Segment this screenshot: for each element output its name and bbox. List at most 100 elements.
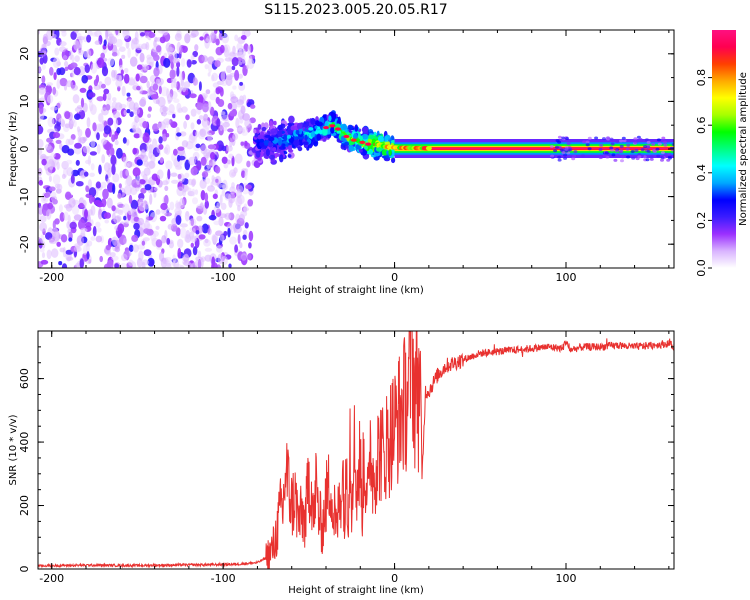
heatmap-cell	[65, 80, 73, 88]
heatmap-cell	[190, 109, 197, 115]
heatmap-cell	[177, 210, 183, 215]
heatmap-layer	[38, 30, 674, 268]
heatmap-cell	[336, 130, 341, 134]
heatmap-cell	[640, 148, 645, 152]
heatmap-cell	[222, 121, 230, 128]
heatmap-cell	[141, 259, 150, 266]
heatmap-cell	[86, 34, 92, 43]
heatmap-cell	[217, 183, 223, 188]
heatmap-cell	[331, 112, 337, 120]
heatmap-cell	[239, 95, 244, 103]
heatmap-cell	[561, 151, 566, 155]
heatmap-cell	[126, 98, 134, 109]
heatmap-cell	[155, 78, 160, 86]
heatmap-cell	[97, 208, 103, 220]
heatmap-cell	[181, 82, 187, 93]
colorbar-label: Normalized spectral amplitude	[738, 72, 749, 226]
heatmap-cell	[240, 35, 247, 40]
heatmap-cell	[161, 180, 169, 186]
heatmap-cell	[229, 236, 237, 245]
heatmap-cell	[185, 114, 190, 121]
heatmap-cell	[141, 223, 146, 230]
heatmap-cell	[174, 33, 182, 42]
heatmap-cell	[217, 99, 225, 107]
heatmap-cell	[243, 30, 251, 37]
heatmap-cell	[215, 245, 223, 253]
heatmap-cell	[619, 144, 624, 148]
heatmap-cell	[585, 143, 590, 147]
heatmap-cell	[204, 192, 209, 203]
heatmap-cell	[244, 118, 252, 128]
heatmap-cell	[40, 96, 45, 101]
colorbar-tick-label: 0.8	[695, 69, 708, 87]
heatmap-cell	[663, 140, 667, 144]
heatmap-cell	[138, 250, 144, 261]
heatmap-cell	[110, 154, 117, 166]
heatmap-cell	[111, 51, 118, 57]
heatmap-cell	[625, 147, 630, 151]
heatmap-cell	[130, 199, 139, 210]
heatmap-cell	[155, 209, 161, 215]
heatmap-cell	[144, 184, 152, 191]
heatmap-cell	[143, 249, 152, 257]
heatmap-cell	[161, 235, 167, 244]
heatmap-cell	[122, 203, 130, 214]
heatmap-cell	[228, 263, 232, 268]
heatmap-cell	[183, 260, 191, 267]
heatmap-cell	[663, 152, 668, 156]
heatmap-cell	[598, 148, 603, 151]
heatmap-cell	[221, 145, 227, 152]
heatmap-cell	[671, 143, 674, 146]
heatmap-cell	[98, 113, 104, 123]
heatmap-cell	[630, 150, 635, 153]
heatmap-cell	[161, 30, 169, 36]
heatmap-cell	[224, 193, 232, 201]
heatmap-cell	[123, 215, 127, 221]
heatmap-cell	[112, 173, 120, 183]
heatmap-cell	[122, 137, 127, 144]
heatmap-cell	[136, 159, 143, 166]
heatmap-cell	[135, 186, 140, 192]
heatmap-cell	[100, 52, 105, 59]
heatmap-cell	[72, 94, 80, 104]
heatmap-cell	[176, 132, 182, 137]
heatmap-cell	[297, 146, 303, 152]
heatmap-cell	[286, 134, 292, 139]
heatmap-cell	[619, 139, 623, 143]
heatmap-cell	[141, 154, 149, 162]
heatmap-cell	[181, 106, 188, 113]
heatmap-cell	[148, 32, 156, 38]
heatmap-cell	[140, 96, 147, 107]
heatmap-cell	[287, 122, 295, 126]
heatmap-cell	[52, 199, 58, 205]
heatmap-cell	[102, 188, 109, 200]
heatmap-cell	[585, 140, 590, 144]
heatmap-cell	[48, 158, 55, 170]
heatmap-cell	[66, 221, 70, 229]
heatmap-cell	[59, 247, 65, 253]
heatmap-cell	[663, 143, 668, 147]
heatmap-cell	[177, 238, 184, 249]
heatmap-cell	[660, 158, 664, 162]
heatmap-cell	[55, 139, 62, 144]
heatmap-cell	[147, 113, 152, 119]
heatmap-cell	[229, 137, 233, 148]
heatmap-cell	[203, 120, 211, 130]
heatmap-cell	[45, 192, 51, 198]
snr-panel: -200 -100 0 100 0 200 400 600 Height of straigh…	[8, 330, 675, 596]
heatmap-cell	[649, 157, 654, 161]
heatmap-cell	[95, 181, 102, 189]
heatmap-cell	[205, 89, 211, 95]
heatmap-cell	[198, 115, 204, 120]
heatmap-cell	[40, 234, 45, 244]
heatmap-cell	[199, 36, 204, 41]
heatmap-cell	[308, 127, 314, 131]
heatmap-cell	[176, 186, 184, 197]
heatmap-cell	[207, 144, 215, 150]
heatmap-cell	[239, 242, 243, 249]
heatmap-cell	[53, 72, 57, 81]
heatmap-cell	[162, 106, 169, 112]
y-tick-label: 10	[18, 94, 31, 108]
heatmap-cell	[174, 51, 178, 61]
heatmap-cell	[94, 40, 101, 45]
